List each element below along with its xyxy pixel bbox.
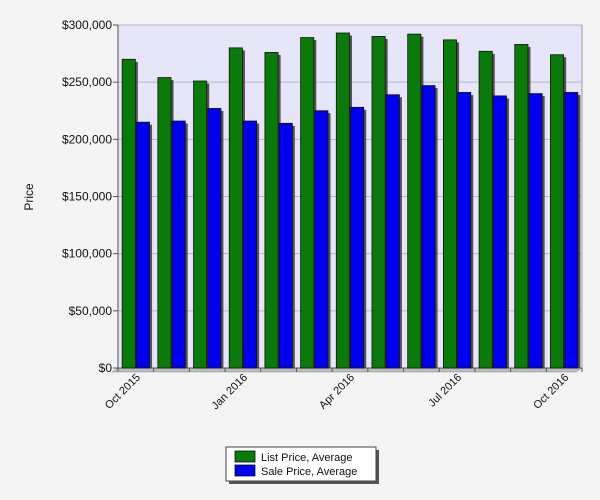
bar-list-price (335, 32, 350, 369)
bar-list-price (264, 52, 279, 369)
y-tick-label: $250,000 (62, 75, 112, 89)
y-tick-label: $150,000 (62, 190, 112, 204)
x-tick-label: Oct 2016 (531, 372, 571, 412)
bar-sale-price (278, 122, 293, 369)
x-tick-label: Apr 2016 (317, 372, 357, 412)
bar-sale-price (528, 93, 543, 369)
bar-list-price (121, 58, 136, 369)
bar-sale-price (492, 95, 507, 369)
bar-list-price (193, 80, 208, 369)
bar-list-price (478, 50, 493, 369)
bar-sale-price (350, 106, 365, 369)
bar-list-price (371, 36, 386, 369)
bar-list-price (550, 54, 565, 369)
bar-list-price (157, 77, 172, 369)
y-tick-label: $100,000 (62, 247, 112, 261)
bar-sale-price (421, 85, 436, 369)
legend-swatch (234, 464, 256, 477)
y-axis-title: Price (22, 183, 36, 211)
bar-sale-price (314, 110, 329, 369)
plot-floor (111, 367, 583, 373)
y-tick-label: $0 (99, 361, 113, 375)
bar-sale-price (207, 108, 222, 369)
legend-label: Sale Price, Average (261, 466, 357, 478)
bar-list-price (300, 37, 315, 369)
y-tick-label: $300,000 (62, 18, 112, 32)
bar-sale-price (564, 92, 579, 369)
x-tick-label: Jul 2016 (426, 372, 464, 410)
legend-swatch (234, 450, 256, 463)
legend-label: List Price, Average (261, 452, 353, 464)
bar-list-price (407, 33, 422, 369)
bar-list-price (514, 44, 529, 369)
bar-sale-price (385, 94, 400, 369)
y-tick-label: $200,000 (62, 132, 112, 146)
bar-sale-price (243, 120, 258, 369)
bar-sale-price (135, 121, 150, 369)
bar-list-price (228, 47, 243, 369)
x-tick-label: Oct 2015 (103, 372, 143, 412)
bar-list-price (442, 39, 457, 369)
y-tick-label: $50,000 (69, 304, 113, 318)
x-tick-label: Jan 2016 (210, 372, 250, 412)
bar-sale-price (457, 92, 472, 369)
bar-sale-price (171, 120, 186, 369)
